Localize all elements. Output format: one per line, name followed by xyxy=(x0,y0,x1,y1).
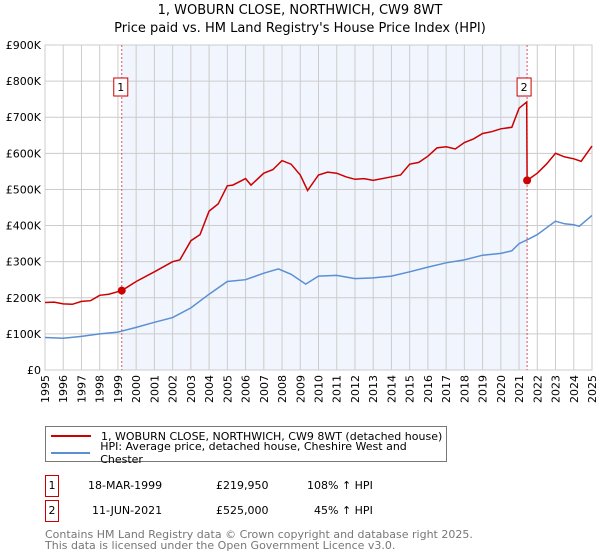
legend-item-hpi: HPI: Average price, detached house, Ches… xyxy=(46,440,446,466)
sale-label-box xyxy=(516,77,532,97)
x-tick-label: 2019 xyxy=(477,375,490,403)
sale-badge: 1 xyxy=(45,475,59,497)
sale-label-box xyxy=(113,77,129,97)
x-tick-label: 2021 xyxy=(513,375,526,403)
x-tick-label: 2023 xyxy=(550,375,563,403)
sale-hpi: 108% ↑ HPI xyxy=(307,479,373,492)
blue-line-swatch xyxy=(51,452,91,454)
x-tick-label: 1998 xyxy=(94,375,107,403)
x-tick-label: 2014 xyxy=(385,375,398,403)
y-tick-label: £300K xyxy=(6,256,42,269)
sale-price: £219,950 xyxy=(216,479,269,492)
sale-label: 2 xyxy=(521,81,528,94)
sale-row-1: 1 18-MAR-1999 £219,950 108% ↑ HPI xyxy=(45,475,600,497)
x-tick-label: 2004 xyxy=(203,375,216,403)
y-tick-label: £500K xyxy=(6,183,42,196)
shaded-ownership-period xyxy=(121,45,528,370)
footer: Contains HM Land Registry data © Crown c… xyxy=(45,529,473,551)
x-tick-label: 2001 xyxy=(148,375,161,403)
x-tick-label: 1995 xyxy=(39,375,52,403)
x-tick-label: 2007 xyxy=(258,375,271,403)
x-tick-label: 2005 xyxy=(221,375,234,403)
x-tick-label: 2015 xyxy=(404,375,417,403)
x-tick-label: 2025 xyxy=(586,375,599,403)
x-tick-label: 2016 xyxy=(422,375,435,403)
hpi-line xyxy=(44,214,593,339)
x-tick-label: 2020 xyxy=(495,375,508,403)
chart-subtitle: Price paid vs. HM Land Registry's House … xyxy=(114,21,486,36)
plot-frame xyxy=(44,44,593,371)
footer-copyright: Contains HM Land Registry data © Crown c… xyxy=(45,528,473,541)
legend-label-property: 1, WOBURN CLOSE, NORTHWICH, CW9 8WT (det… xyxy=(101,429,443,443)
x-tick-label: 2024 xyxy=(568,375,581,403)
sale-date: 18-MAR-1999 xyxy=(88,479,163,492)
sale-price: £525,000 xyxy=(216,504,269,517)
x-tick-label: 2017 xyxy=(440,375,453,403)
x-tick-label: 2011 xyxy=(331,375,344,403)
red-line-swatch xyxy=(51,435,91,437)
y-tick-label: £400K xyxy=(6,220,42,233)
x-tick-label: 2010 xyxy=(313,375,326,403)
y-tick-label: £200K xyxy=(6,292,42,305)
x-tick-label: 1999 xyxy=(112,375,125,403)
price-chart: £0 £100K £200K £300K £400K £500K £600K £700K £80… xyxy=(6,39,599,403)
y-tick-label: £100K xyxy=(6,328,42,341)
x-tick-label: 2006 xyxy=(240,375,253,403)
y-tick-label: £700K xyxy=(6,111,42,124)
legend-label-hpi: HPI: Average price, detached house, Ches… xyxy=(100,440,407,466)
sale-date: 11-JUN-2021 xyxy=(92,504,163,517)
chart-title: 1, WOBURN CLOSE, NORTHWICH, CW9 8WT xyxy=(157,3,443,18)
sale-point xyxy=(523,176,532,185)
x-tick-label: 2012 xyxy=(349,375,362,403)
legend-item-property: 1, WOBURN CLOSE, NORTHWICH, CW9 8WT (det… xyxy=(46,428,442,444)
x-tick-label: 2018 xyxy=(458,375,471,403)
x-tick-label: 2000 xyxy=(130,375,143,403)
property-price-line xyxy=(44,100,593,306)
sale-label: 1 xyxy=(117,81,124,94)
legend: 1, WOBURN CLOSE, NORTHWICH, CW9 8WT (det… xyxy=(45,426,447,466)
sale-hpi: 45% ↑ HPI xyxy=(314,504,373,517)
y-tick-label: £0 xyxy=(27,364,41,377)
x-tick-label: 2008 xyxy=(276,375,289,403)
y-tick-label: £900K xyxy=(6,39,42,52)
x-tick-label: 2003 xyxy=(185,375,198,403)
y-tick-label: £600K xyxy=(6,147,42,160)
x-tick-label: 2002 xyxy=(167,375,180,403)
x-tick-label: 1996 xyxy=(57,375,70,403)
sale-point xyxy=(117,286,126,295)
x-tick-label: 2022 xyxy=(531,375,544,403)
footer-licence: This data is licensed under the Open Gov… xyxy=(45,539,396,552)
sale-badge: 2 xyxy=(45,500,59,522)
sale-row-2: 2 11-JUN-2021 £525,000 45% ↑ HPI xyxy=(45,500,600,522)
x-tick-label: 1997 xyxy=(75,375,88,403)
x-tick-label: 2013 xyxy=(367,375,380,403)
x-tick-label: 2009 xyxy=(294,375,307,403)
y-tick-label: £800K xyxy=(6,75,42,88)
